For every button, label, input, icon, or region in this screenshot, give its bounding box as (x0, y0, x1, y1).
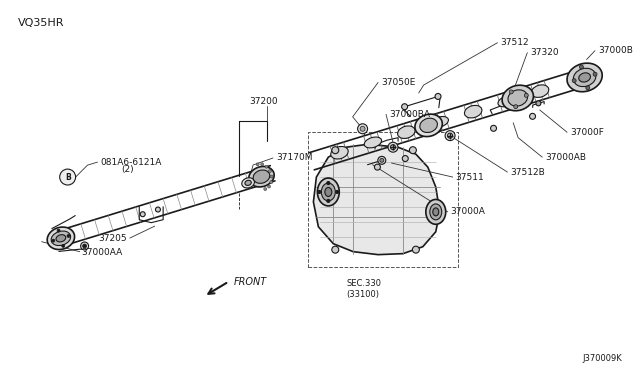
Ellipse shape (245, 180, 252, 185)
Text: 37511: 37511 (456, 173, 484, 182)
Circle shape (318, 190, 321, 193)
Ellipse shape (433, 208, 439, 216)
Text: 37200: 37200 (250, 97, 278, 106)
Ellipse shape (502, 85, 533, 111)
Ellipse shape (508, 90, 527, 106)
Circle shape (388, 142, 398, 152)
Circle shape (435, 93, 441, 99)
Ellipse shape (465, 105, 482, 118)
Circle shape (586, 86, 590, 90)
Ellipse shape (431, 116, 449, 127)
Text: B: B (65, 173, 70, 182)
Text: SEC.330: SEC.330 (346, 279, 381, 288)
Text: 37000BA: 37000BA (389, 110, 430, 119)
Circle shape (509, 90, 513, 94)
Circle shape (593, 72, 597, 76)
Circle shape (572, 78, 576, 83)
Circle shape (268, 185, 271, 188)
Text: 37000AA: 37000AA (81, 248, 123, 257)
Text: 37050E: 37050E (381, 78, 415, 87)
Ellipse shape (331, 147, 348, 159)
Circle shape (60, 169, 76, 185)
Circle shape (52, 239, 55, 242)
Circle shape (81, 242, 88, 250)
Circle shape (402, 104, 408, 110)
Ellipse shape (56, 235, 66, 242)
Ellipse shape (364, 137, 381, 148)
Ellipse shape (249, 166, 274, 187)
Ellipse shape (317, 178, 339, 206)
Circle shape (256, 163, 259, 166)
Circle shape (403, 155, 408, 161)
Text: (33100): (33100) (346, 290, 380, 299)
Text: J370009K: J370009K (582, 354, 622, 363)
Circle shape (156, 207, 161, 212)
Circle shape (332, 147, 339, 154)
Circle shape (374, 164, 380, 170)
Polygon shape (314, 144, 440, 255)
Circle shape (140, 212, 145, 217)
Text: 37000B: 37000B (598, 46, 633, 55)
Ellipse shape (426, 199, 445, 224)
Circle shape (61, 244, 65, 247)
Text: 37000F: 37000F (570, 128, 604, 137)
Circle shape (270, 181, 273, 184)
Text: 37512: 37512 (500, 38, 529, 47)
Circle shape (529, 113, 536, 119)
Text: 37512B: 37512B (510, 167, 545, 177)
Circle shape (490, 125, 497, 131)
Circle shape (360, 126, 365, 131)
Circle shape (327, 182, 330, 185)
Text: 37170M: 37170M (276, 154, 312, 163)
Circle shape (270, 175, 273, 178)
Circle shape (536, 101, 541, 106)
Circle shape (579, 65, 584, 69)
Circle shape (264, 187, 267, 190)
Circle shape (327, 199, 330, 202)
Text: 081A6-6121A: 081A6-6121A (100, 158, 162, 167)
Circle shape (410, 147, 417, 154)
Circle shape (336, 190, 339, 193)
Circle shape (514, 105, 518, 109)
Circle shape (83, 244, 86, 248)
Circle shape (265, 165, 268, 168)
Text: 37320: 37320 (531, 48, 559, 57)
Text: 37000AB: 37000AB (545, 153, 586, 162)
Circle shape (380, 158, 384, 162)
Ellipse shape (397, 126, 415, 138)
Circle shape (445, 131, 455, 141)
Ellipse shape (415, 114, 442, 137)
Circle shape (67, 234, 70, 237)
Ellipse shape (420, 118, 437, 132)
Ellipse shape (579, 73, 591, 82)
Ellipse shape (47, 227, 75, 250)
Circle shape (57, 229, 60, 232)
Text: 37000A: 37000A (451, 207, 486, 217)
Ellipse shape (573, 68, 596, 87)
Text: FRONT: FRONT (234, 276, 267, 286)
Circle shape (260, 163, 264, 166)
Circle shape (412, 246, 419, 253)
Circle shape (332, 246, 339, 253)
Circle shape (268, 170, 271, 173)
Text: 37205: 37205 (98, 234, 127, 243)
Circle shape (524, 93, 528, 97)
Circle shape (378, 156, 386, 164)
Ellipse shape (567, 63, 602, 92)
Ellipse shape (430, 204, 442, 220)
Circle shape (358, 124, 367, 134)
Ellipse shape (531, 85, 548, 97)
Ellipse shape (498, 96, 515, 107)
Ellipse shape (253, 170, 270, 183)
Ellipse shape (242, 178, 255, 188)
Text: (2): (2) (122, 165, 134, 174)
Text: VQ35HR: VQ35HR (18, 18, 65, 28)
Ellipse shape (51, 231, 70, 246)
Ellipse shape (321, 183, 335, 201)
Ellipse shape (325, 187, 332, 196)
